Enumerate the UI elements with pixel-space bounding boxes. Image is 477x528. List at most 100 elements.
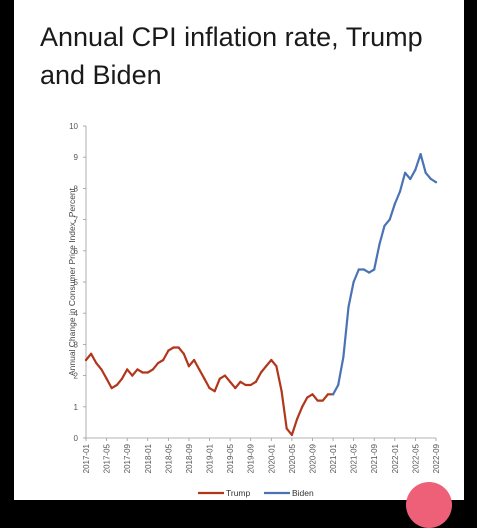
data-point-trump: [120, 377, 124, 380]
data-point-trump: [213, 390, 216, 393]
data-point-trump: [136, 368, 139, 371]
x-tick-label: 2022-05: [411, 443, 420, 473]
data-point-trump: [244, 383, 247, 387]
x-tick-label: 2022-09: [432, 443, 441, 473]
data-point-trump: [100, 368, 103, 371]
y-tick-label: 0: [74, 434, 79, 443]
data-point-trump: [270, 358, 273, 362]
series-line-biden: [332, 153, 438, 396]
x-tick-label: 2021-01: [329, 443, 338, 473]
x-tick-label: 2017-09: [123, 443, 132, 473]
x-tick-label: 2020-01: [267, 443, 276, 473]
data-point-trump: [290, 433, 293, 436]
data-point-trump: [203, 377, 206, 380]
y-tick-label: 2: [74, 372, 79, 381]
y-tick-label: 7: [74, 216, 79, 225]
data-point-trump: [223, 374, 227, 377]
y-tick-label: 1: [74, 403, 79, 412]
data-point-biden: [357, 268, 360, 271]
data-point-trump: [229, 380, 232, 383]
data-point-trump: [172, 346, 175, 349]
data-point-trump: [306, 396, 309, 399]
x-tick-label: 2019-05: [226, 443, 235, 473]
data-point-trump: [84, 358, 88, 362]
data-point-trump: [316, 399, 319, 402]
x-tick-label: 2021-05: [350, 443, 359, 473]
x-tick-label: 2018-05: [164, 443, 173, 473]
y-tick-label: 4: [74, 309, 79, 318]
data-point-trump: [187, 365, 191, 368]
data-point-trump: [141, 371, 144, 374]
post-card: Annual CPI inflation rate, Trump and Bid…: [14, 0, 464, 500]
data-point-biden: [419, 152, 422, 156]
data-point-trump: [326, 393, 330, 396]
x-tick-label: 2018-09: [185, 443, 194, 473]
data-point-biden: [393, 202, 396, 206]
data-point-trump: [198, 368, 201, 371]
data-point-trump: [208, 386, 211, 390]
data-point-biden: [347, 305, 350, 309]
data-point-biden: [404, 171, 407, 174]
data-point-trump: [115, 383, 118, 387]
data-point-biden: [429, 177, 432, 181]
data-point-trump: [301, 405, 304, 408]
data-point-trump: [280, 390, 283, 393]
data-point-biden: [362, 268, 366, 271]
y-axis-label: Annual Change in Consumer Price Index, P…: [67, 187, 77, 376]
data-point-trump: [182, 352, 185, 355]
y-tick-label: 6: [74, 247, 79, 256]
data-point-trump: [126, 368, 129, 371]
data-point-biden: [331, 393, 335, 396]
y-tick-label: 3: [74, 340, 79, 349]
data-point-trump: [218, 377, 221, 380]
data-point-trump: [177, 346, 180, 349]
data-point-trump: [167, 349, 170, 352]
y-tick-label: 10: [69, 122, 78, 131]
data-point-trump: [321, 399, 324, 402]
data-point-trump: [311, 393, 314, 396]
y-tick-label: 5: [74, 278, 79, 287]
x-tick-label: 2020-05: [288, 443, 297, 473]
data-point-trump: [105, 377, 108, 380]
data-point-biden: [367, 271, 371, 274]
data-point-trump: [151, 368, 155, 371]
data-point-biden: [373, 268, 376, 271]
data-point-trump: [295, 418, 299, 421]
data-point-trump: [259, 371, 263, 374]
x-tick-label: 2018-01: [144, 443, 153, 473]
x-tick-label: 2017-01: [82, 443, 91, 473]
data-point-trump: [146, 371, 149, 374]
x-tick-label: 2017-05: [103, 443, 112, 473]
x-tick-label: 2019-09: [247, 443, 256, 473]
data-point-biden: [388, 218, 391, 221]
post-title: Annual CPI inflation rate, Trump and Bid…: [40, 22, 423, 90]
data-point-biden: [409, 177, 412, 181]
data-point-biden: [342, 355, 345, 358]
data-point-biden: [378, 243, 381, 246]
y-tick-label: 9: [74, 153, 79, 162]
data-point-trump: [254, 380, 257, 383]
data-point-trump: [275, 365, 278, 368]
cpi-line-chart: 0 1 2 3 4 5 6 7 8 9 10 2017-01 2017-05 2017-09 2018-01…: [67, 122, 441, 498]
data-point-biden: [398, 190, 402, 193]
data-point-biden: [424, 171, 427, 174]
data-point-trump: [110, 386, 113, 390]
data-point-trump: [285, 427, 288, 430]
data-point-biden: [352, 280, 355, 284]
x-tick-label: 2020-09: [308, 443, 317, 473]
data-point-trump: [95, 362, 98, 365]
x-tick-label: 2019-01: [206, 443, 215, 473]
data-point-trump: [239, 380, 242, 383]
data-point-trump: [162, 358, 165, 362]
series-line-trump: [84, 346, 335, 436]
data-point-trump: [131, 374, 134, 377]
floating-action-button[interactable]: [406, 482, 452, 528]
data-point-trump: [265, 365, 268, 368]
y-tick-label: 8: [74, 184, 79, 193]
data-point-trump: [249, 383, 252, 387]
x-tick-label: 2021-09: [370, 443, 379, 473]
data-point-trump: [234, 386, 237, 390]
data-point-trump: [90, 352, 93, 355]
data-point-biden: [414, 168, 417, 171]
data-point-biden: [434, 181, 438, 184]
